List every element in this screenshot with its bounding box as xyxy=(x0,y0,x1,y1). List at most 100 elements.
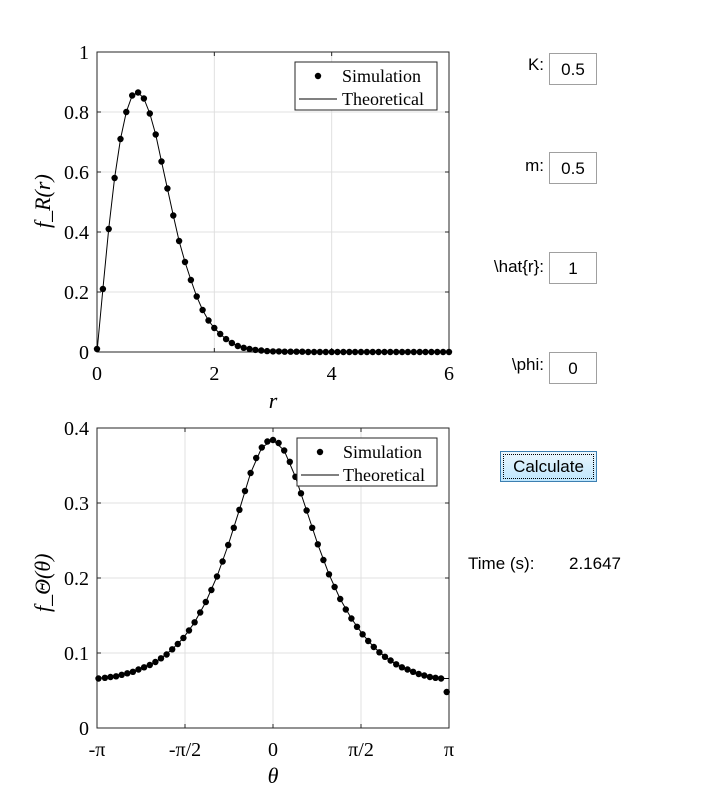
data-point-simulation xyxy=(328,348,335,356)
data-point-simulation xyxy=(320,556,327,564)
data-point-simulation xyxy=(445,348,453,356)
data-point-simulation xyxy=(299,348,306,355)
data-point-simulation xyxy=(252,346,259,354)
data-point-simulation xyxy=(205,317,212,324)
data-point-simulation xyxy=(174,640,181,648)
legend-label-theoretical-top: Theoretical xyxy=(342,89,424,109)
data-point-simulation xyxy=(376,649,383,656)
k-input[interactable]: 0.5 xyxy=(549,53,597,85)
data-point-simulation xyxy=(197,609,204,616)
x-tick-label: 0 xyxy=(268,739,278,761)
data-point-simulation xyxy=(404,666,411,673)
x-tick-label: 4 xyxy=(327,363,337,385)
data-point-simulation xyxy=(363,348,371,356)
data-point-simulation xyxy=(208,586,215,594)
data-point-simulation xyxy=(157,655,165,662)
data-point-simulation xyxy=(387,348,394,356)
x-tick-label: π xyxy=(444,739,454,761)
y-tick-label: 1 xyxy=(79,42,89,64)
data-point-simulation xyxy=(135,666,142,673)
ylabel-top: f_R(r) xyxy=(30,174,55,228)
data-point-simulation xyxy=(241,487,249,495)
data-point-simulation xyxy=(163,651,170,658)
legend-label-simulation-bottom: Simulation xyxy=(343,442,422,462)
data-point-simulation xyxy=(297,490,305,497)
data-point-simulation xyxy=(359,631,366,638)
data-point-simulation xyxy=(351,348,359,356)
y-tick-label: 0.2 xyxy=(64,568,89,590)
data-point-simulation xyxy=(398,664,406,671)
data-point-simulation xyxy=(118,671,125,678)
data-point-simulation xyxy=(185,627,193,634)
data-point-simulation xyxy=(111,174,118,182)
data-point-simulation xyxy=(95,675,102,682)
data-point-simulation xyxy=(348,615,355,622)
data-point-simulation xyxy=(281,447,288,454)
data-point-simulation xyxy=(275,348,283,355)
data-point-simulation xyxy=(393,661,400,668)
data-point-simulation xyxy=(187,276,195,284)
data-point-simulation xyxy=(93,345,101,353)
data-point-simulation xyxy=(228,339,236,347)
ticks-bottom: -π -π/2 0 π/2 π 0 0.1 0.2 0.3 0.4 xyxy=(64,418,454,761)
data-point-simulation xyxy=(175,237,183,245)
xlabel-top: r xyxy=(269,388,278,413)
series-bottom xyxy=(95,436,450,696)
data-point-simulation xyxy=(217,330,224,338)
x-tick-label: π/2 xyxy=(348,739,374,761)
data-point-simulation xyxy=(158,158,165,165)
data-point-simulation xyxy=(234,342,241,350)
data-point-simulation xyxy=(222,335,230,343)
data-point-simulation xyxy=(398,348,406,356)
data-point-simulation xyxy=(426,673,434,681)
x-tick-label: 0 xyxy=(92,363,102,385)
data-point-simulation xyxy=(316,348,324,356)
y-tick-label: 0 xyxy=(79,718,89,740)
data-point-simulation xyxy=(258,347,265,354)
data-point-simulation xyxy=(253,454,260,462)
phi-input[interactable]: 0 xyxy=(549,352,597,384)
data-point-simulation xyxy=(152,131,159,138)
rhat-input[interactable]: 1 xyxy=(549,252,597,284)
data-point-simulation xyxy=(219,558,226,565)
chart-top: 0 2 4 6 0 0.2 0.4 0.6 0.8 1 Simulation Theoretica… xyxy=(30,42,454,413)
calculate-button[interactable]: Calculate xyxy=(500,451,597,482)
data-point-simulation xyxy=(428,348,435,356)
data-point-simulation xyxy=(129,92,136,99)
ticks-top: 0 2 4 6 0 0.2 0.4 0.6 0.8 1 xyxy=(64,42,454,385)
data-point-simulation xyxy=(264,438,271,445)
data-point-simulation xyxy=(346,348,353,356)
data-point-simulation xyxy=(422,348,429,356)
data-point-simulation xyxy=(437,675,445,682)
legend-marker-simulation-bottom xyxy=(316,448,324,456)
data-point-simulation xyxy=(432,674,439,681)
data-point-simulation xyxy=(240,344,247,351)
data-point-simulation xyxy=(387,657,394,664)
data-point-simulation xyxy=(124,670,131,677)
legend-top: Simulation Theoretical xyxy=(294,61,438,111)
data-point-simulation xyxy=(269,348,277,355)
data-point-simulation xyxy=(134,89,142,96)
data-point-simulation xyxy=(325,571,333,578)
data-point-simulation xyxy=(180,634,187,642)
data-point-simulation xyxy=(169,646,176,653)
data-point-simulation xyxy=(105,225,112,233)
data-point-simulation xyxy=(293,348,300,355)
x-tick-label: -π xyxy=(89,739,106,761)
data-point-simulation xyxy=(416,348,423,356)
data-point-simulation xyxy=(263,347,271,355)
data-point-simulation xyxy=(334,348,341,356)
phi-label: \phi: xyxy=(511,355,544,374)
data-point-simulation xyxy=(211,324,218,332)
data-point-simulation xyxy=(357,348,365,356)
data-point-simulation xyxy=(353,623,361,630)
data-point-simulation xyxy=(117,135,124,143)
chart-bottom: -π -π/2 0 π/2 π 0 0.1 0.2 0.3 0.4 Simulation Theo… xyxy=(30,418,454,788)
data-point-simulation xyxy=(369,348,376,356)
data-point-simulation xyxy=(236,506,243,513)
data-point-simulation xyxy=(305,348,312,356)
legend-box-top xyxy=(294,61,438,111)
m-input[interactable]: 0.5 xyxy=(549,152,597,184)
data-point-simulation xyxy=(225,541,232,549)
data-point-simulation xyxy=(129,668,137,675)
